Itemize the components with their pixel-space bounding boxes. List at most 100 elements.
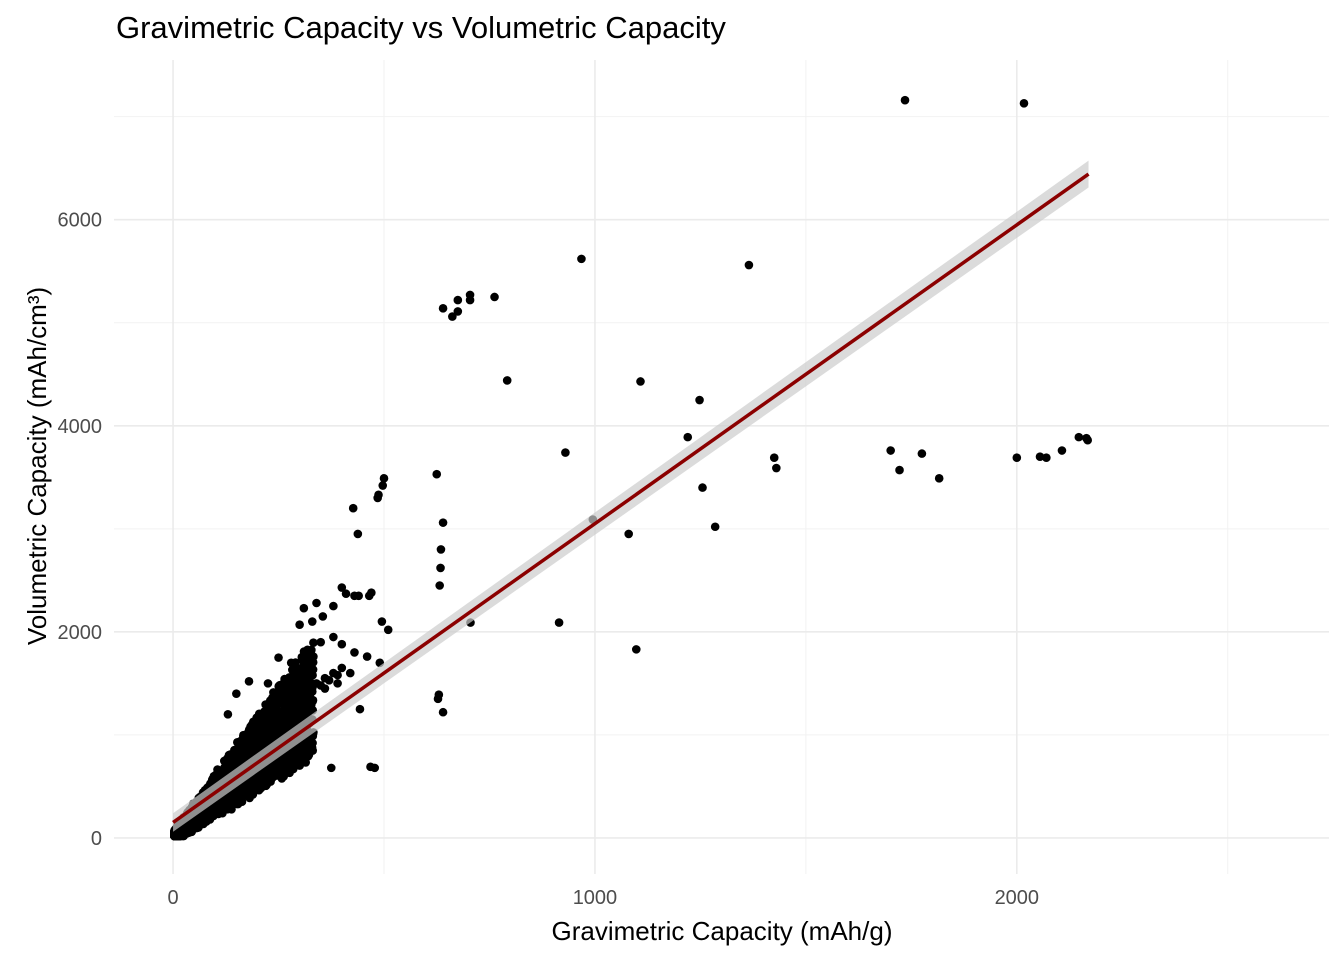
data-point: [435, 581, 444, 590]
data-point: [324, 675, 334, 685]
y-tick-label: 4000: [58, 416, 103, 438]
data-point: [282, 701, 292, 711]
data-point: [333, 679, 342, 688]
data-point: [285, 682, 294, 692]
data-point: [309, 638, 318, 647]
regression-layer: [172, 160, 1090, 832]
data-point: [448, 312, 457, 321]
data-point: [304, 750, 314, 759]
data-point: [631, 645, 641, 654]
data-point: [271, 694, 280, 703]
data-point: [299, 691, 309, 701]
data-point: [364, 591, 374, 601]
data-point: [302, 702, 312, 712]
data-point: [373, 493, 382, 503]
data-point: [312, 598, 321, 608]
data-point: [291, 697, 300, 707]
data-point: [683, 432, 693, 442]
x-axis-title: Gravimetric Capacity (mAh/g): [552, 916, 893, 946]
data-point: [895, 465, 904, 475]
data-point: [355, 704, 365, 714]
data-point: [1035, 452, 1045, 461]
data-point: [465, 295, 475, 305]
data-point: [320, 684, 330, 693]
data-point: [577, 254, 586, 264]
x-tick-label: 2000: [995, 887, 1040, 909]
data-point: [277, 690, 287, 700]
data-point: [282, 716, 291, 725]
data-point: [698, 483, 707, 492]
data-point: [436, 563, 445, 573]
data-point: [1083, 435, 1092, 445]
data-point: [432, 469, 442, 479]
data-point: [554, 618, 564, 627]
data-point: [636, 377, 645, 386]
data-point: [286, 658, 296, 668]
data-point: [232, 689, 241, 698]
data-point: [1019, 98, 1029, 108]
data-point: [294, 704, 303, 714]
data-point: [329, 601, 338, 611]
data-point: [917, 449, 927, 458]
data-point: [307, 617, 317, 626]
tick-labels: 0 1000 2000 0 2000 4000 6000: [58, 210, 1040, 909]
data-point: [280, 763, 290, 772]
chart-title: Gravimetric Capacity vs Volumetric Capac…: [116, 10, 726, 45]
data-point: [329, 632, 338, 642]
y-tick-label: 6000: [58, 210, 103, 232]
data-point: [337, 583, 347, 592]
data-point: [695, 395, 704, 405]
regression-line: [172, 172, 1090, 824]
data-point: [297, 677, 306, 687]
data-point: [350, 648, 359, 657]
data-point: [274, 653, 283, 662]
data-point: [934, 474, 944, 483]
data-point: [383, 625, 393, 635]
data-point: [370, 763, 380, 773]
data-point: [345, 668, 355, 678]
data-point: [886, 446, 895, 455]
y-tick-label: 0: [91, 828, 102, 850]
data-point: [1057, 446, 1067, 455]
y-axis-title: Volumetric Capacity (mAh/cm³): [22, 287, 52, 645]
data-point: [378, 481, 388, 490]
data-point: [277, 722, 287, 732]
data-point: [350, 591, 359, 601]
data-point: [245, 793, 254, 803]
data-point: [263, 679, 273, 688]
data-point: [238, 789, 247, 799]
data-point: [259, 768, 269, 777]
data-point: [624, 529, 633, 539]
data-point: [318, 612, 328, 621]
data-point: [326, 763, 336, 773]
data-point: [438, 707, 448, 717]
data-point: [353, 529, 363, 539]
data-point: [214, 804, 224, 814]
data-point: [307, 663, 316, 673]
data-point: [253, 728, 262, 738]
data-point: [223, 709, 233, 719]
data-point: [377, 617, 387, 626]
data-point: [299, 603, 309, 613]
data-point: [900, 95, 910, 105]
data-point: [297, 664, 307, 674]
data-point: [341, 589, 351, 599]
data-point: [280, 674, 289, 684]
data-point: [309, 652, 318, 661]
data-point: [561, 448, 570, 457]
data-point: [261, 718, 271, 727]
data-point: [436, 545, 446, 554]
data-point: [710, 522, 720, 532]
data-point: [502, 376, 512, 385]
data-point: [438, 304, 448, 313]
data-point: [274, 706, 283, 716]
data-point: [245, 787, 254, 796]
data-point: [299, 647, 309, 656]
data-point: [772, 463, 781, 473]
data-point: [288, 675, 297, 684]
data-point: [744, 260, 754, 270]
data-point: [272, 771, 281, 780]
data-point: [300, 654, 309, 664]
data-point: [265, 712, 275, 721]
